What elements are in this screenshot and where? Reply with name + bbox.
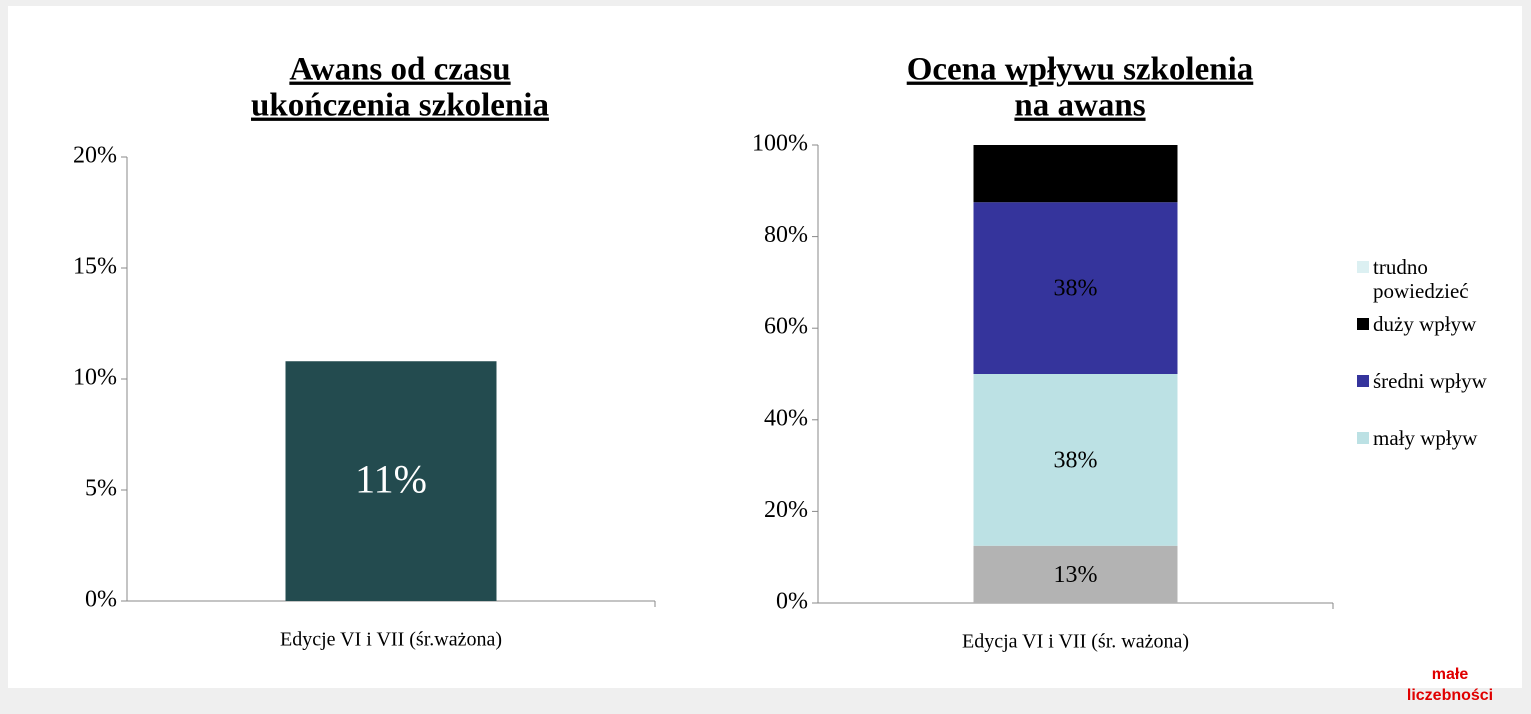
y-tick-label: 20% [73, 143, 117, 169]
chart-title: ukończenia szkolenia [251, 88, 549, 124]
bar [973, 545, 1178, 603]
legend-swatch [1357, 375, 1369, 387]
bar [973, 202, 1178, 374]
data-label: 38% [1054, 447, 1098, 473]
bar [285, 361, 497, 601]
data-label: 11% [355, 456, 427, 501]
y-tick-label: 0% [85, 587, 117, 613]
legend-swatch [1357, 261, 1369, 273]
note-line: liczebności [1406, 687, 1494, 704]
note: małe liczebności [1390, 664, 1510, 706]
legend-entry: trudno powiedzieć [1357, 255, 1523, 303]
legend-entry: średni wpływ [1357, 369, 1523, 393]
legend-label: duży wpływ [1373, 312, 1477, 336]
y-tick-label: 20% [764, 497, 808, 523]
chart-title: Awans od czasu [289, 52, 510, 88]
data-label: 13% [1054, 161, 1098, 187]
legend-label: średni wpływ [1373, 369, 1487, 393]
legend-entry: mały wpływ [1357, 426, 1523, 450]
y-tick-label: 100% [752, 131, 808, 157]
y-tick-label: 15% [73, 254, 117, 280]
y-tick-label: 80% [764, 222, 808, 248]
data-label: 13% [1054, 562, 1098, 588]
note-line: małe [1431, 666, 1469, 683]
data-label: 38% [1054, 276, 1098, 302]
legend-label: trudno powiedzieć [1373, 255, 1469, 303]
legend-swatch [1357, 432, 1369, 444]
x-tick-label: Edycje VI i VII (śr.ważona) [280, 629, 502, 651]
bar [973, 145, 1178, 203]
x-tick-label: Edycja VI i VII (śr. ważona) [962, 631, 1189, 653]
chart-title: Ocena wpływu szkolenia [907, 52, 1254, 88]
y-tick-label: 60% [764, 314, 808, 340]
y-tick-label: 5% [85, 476, 117, 502]
background [8, 6, 1522, 688]
y-tick-label: 10% [73, 365, 117, 391]
legend-label: mały wpływ [1373, 426, 1478, 450]
chart-title: na awans [1014, 88, 1145, 124]
y-tick-label: 40% [764, 405, 808, 431]
legend-swatch [1357, 318, 1369, 330]
y-tick-label: 0% [776, 589, 808, 615]
bar [973, 374, 1178, 546]
legend-entry: duży wpływ [1357, 312, 1523, 336]
